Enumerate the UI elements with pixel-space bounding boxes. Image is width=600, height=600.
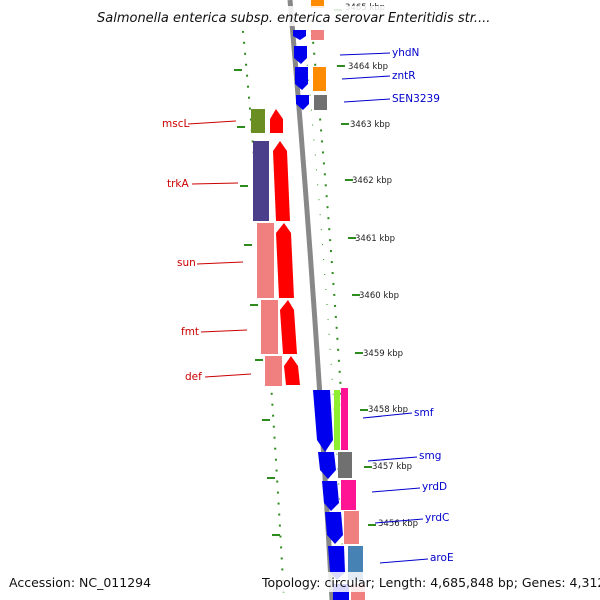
gene-arrow — [322, 481, 339, 511]
kbp-label: 3459 kbp — [363, 349, 403, 359]
gene-arrow — [280, 300, 297, 354]
gene-block — [334, 390, 340, 450]
scale-ticks — [234, 9, 376, 536]
leader-line — [339, 52, 391, 56]
gene-arrow — [325, 512, 343, 544]
gene-arrow — [273, 141, 290, 221]
page-title: Salmonella enterica subsp. enterica sero… — [97, 11, 490, 26]
gene-label-yhdn: yhdN — [392, 47, 419, 59]
right-gene-labels: yhdN zntR SEN3239 smf smg yrdD yrdC aroE — [339, 47, 454, 564]
gene-label-trka: trkA — [167, 178, 190, 190]
left-gene-labels: mscL trkA sun fmt def — [162, 118, 252, 383]
gene-arrow — [313, 390, 333, 452]
left-features — [251, 109, 300, 386]
gene-block — [341, 388, 348, 450]
kbp-label: 3457 kbp — [372, 462, 412, 472]
title-backdrop — [88, 6, 513, 26]
accession-text: Accession: NC_011294 — [9, 575, 151, 590]
leader-line — [191, 182, 239, 185]
gene-label-fmt: fmt — [181, 326, 199, 338]
leader-line — [379, 558, 429, 564]
kbp-label: 3461 kbp — [355, 234, 395, 244]
gene-block — [348, 546, 363, 580]
kbp-label: 3463 kbp — [350, 120, 390, 130]
gene-arrow — [270, 109, 283, 133]
gene-block — [313, 67, 326, 91]
gene-block — [251, 109, 265, 133]
gene-block — [257, 223, 274, 298]
gene-label-aroe: aroE — [430, 552, 454, 564]
gene-arrow — [296, 95, 309, 110]
gene-label-smg: smg — [419, 450, 441, 462]
leader-line — [200, 329, 248, 333]
kbp-label: 3460 kbp — [359, 291, 399, 301]
gene-block — [261, 300, 278, 354]
leader-line — [187, 120, 237, 125]
gene-label-yrdd: yrdD — [422, 481, 447, 493]
gene-arrow — [294, 46, 307, 64]
leader-line — [362, 412, 413, 419]
gene-block — [265, 356, 282, 386]
track-guides — [241, 19, 354, 600]
kbp-label: 3464 kbp — [348, 62, 388, 72]
gene-label-mscl: mscL — [162, 118, 189, 130]
top-right-features — [293, 0, 327, 110]
leader-line — [343, 98, 391, 103]
kbp-label: 3458 kbp — [368, 405, 408, 415]
leader-line — [196, 261, 244, 265]
gene-block — [341, 480, 356, 510]
gene-arrow — [318, 452, 336, 479]
leader-line — [367, 456, 418, 462]
gene-block — [338, 452, 352, 478]
leader-line — [204, 373, 252, 378]
gene-label-sen3239: SEN3239 — [392, 93, 440, 105]
gene-arrow — [276, 223, 294, 298]
genome-stats-text: Topology: circular; Length: 4,685,848 bp… — [261, 575, 600, 590]
leader-line — [371, 487, 421, 493]
gene-label-zntr: zntR — [392, 70, 416, 82]
gene-block — [253, 141, 269, 221]
leader-line — [374, 518, 424, 524]
footer-backdrop — [256, 572, 596, 592]
gene-label-smf: smf — [414, 407, 434, 419]
gene-arrow — [284, 356, 300, 385]
gene-label-sun: sun — [177, 257, 196, 269]
gene-block — [311, 0, 324, 8]
gene-arrow — [328, 546, 345, 580]
leader-line — [341, 75, 391, 80]
gene-arrow — [293, 30, 306, 40]
gene-block — [311, 30, 324, 40]
kbp-label: 3456 kbp — [378, 519, 418, 529]
gene-arrow — [295, 67, 308, 90]
gene-label-yrdc: yrdC — [425, 512, 449, 524]
kbp-label: 3462 kbp — [352, 176, 392, 186]
gene-block — [314, 95, 327, 110]
gene-block — [344, 511, 359, 544]
gene-label-def: def — [185, 371, 202, 383]
bottom-right-features — [313, 388, 365, 600]
